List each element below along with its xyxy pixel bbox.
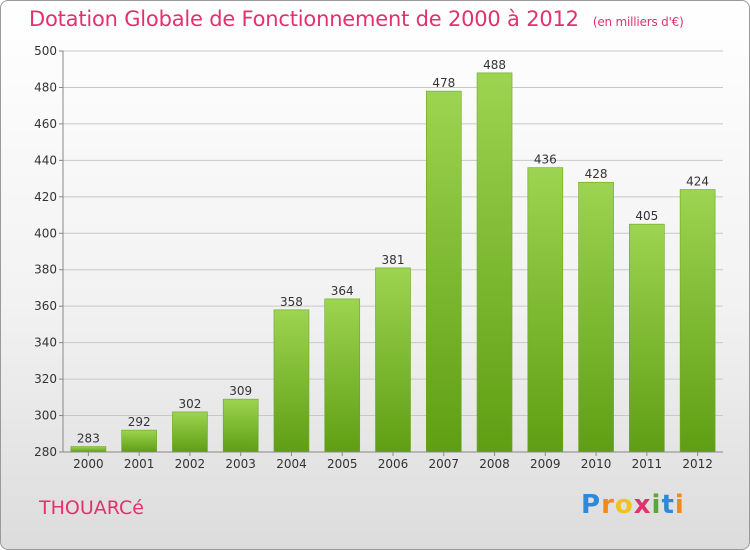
logo-letter: i — [674, 490, 685, 520]
bar — [172, 411, 208, 453]
chart-title-text: Dotation Globale de Fonctionnement de 20… — [29, 7, 579, 31]
bar — [273, 309, 310, 453]
y-tick-label: 380 — [34, 263, 57, 277]
logo-letter: P — [581, 490, 602, 520]
x-tick-label: 2001 — [124, 457, 155, 471]
y-tick-label: 340 — [34, 336, 57, 350]
bar — [70, 446, 107, 453]
bar-value-label: 309 — [229, 384, 252, 398]
bars: 283 292 302 309 358 364 381 478 488 436 428 405 424 — [70, 58, 716, 453]
logo-letter: i — [651, 490, 662, 520]
bar — [222, 398, 259, 453]
bar-value-label: 381 — [382, 253, 405, 267]
bar — [629, 223, 665, 453]
bar — [425, 90, 462, 453]
x-tick-label: 2011 — [632, 457, 663, 471]
y-axis-ticks: 280 300 320 340 360 380 400 420 440 460 480 500 — [34, 44, 63, 459]
logo-letter: x — [633, 490, 652, 520]
x-tick-label: 2008 — [479, 457, 510, 471]
x-tick-label: 2010 — [581, 457, 612, 471]
proxiti-logo[interactable]: Proxiti — [581, 490, 685, 520]
y-tick-label: 420 — [34, 190, 57, 204]
x-axis-ticks: 2000 2001 2002 2003 2004 2005 2006 2007 2008 2009… — [73, 452, 713, 471]
x-tick-label: 2006 — [378, 457, 409, 471]
y-tick-label: 320 — [34, 372, 57, 386]
bar-value-label: 358 — [280, 295, 303, 309]
y-tick-label: 480 — [34, 80, 57, 94]
x-tick-label: 2002 — [175, 457, 206, 471]
x-tick-label: 2004 — [276, 457, 307, 471]
x-tick-label: 2007 — [428, 457, 459, 471]
bar — [375, 267, 411, 453]
bar-value-label: 478 — [432, 76, 455, 90]
bar-value-label: 428 — [585, 167, 608, 181]
x-tick-label: 2012 — [682, 457, 713, 471]
y-tick-label: 360 — [34, 299, 57, 313]
chart-title: Dotation Globale de Fonctionnement de 20… — [29, 7, 684, 31]
y-tick-label: 500 — [34, 44, 57, 58]
y-tick-label: 460 — [34, 117, 57, 131]
place-name: THOUARCé — [39, 497, 144, 519]
bar-value-label: 436 — [534, 153, 557, 167]
bar-value-label: 292 — [128, 415, 151, 429]
bar — [527, 167, 564, 453]
x-tick-label: 2005 — [327, 457, 358, 471]
y-tick-label: 280 — [34, 445, 57, 459]
y-tick-label: 440 — [34, 153, 57, 167]
y-tick-label: 300 — [34, 409, 57, 423]
logo-letter: o — [614, 490, 634, 520]
bar-value-label: 488 — [483, 58, 506, 72]
bar — [679, 189, 716, 453]
bar — [121, 429, 157, 453]
logo-letter: t — [661, 490, 675, 520]
bar — [578, 181, 614, 453]
y-tick-label: 400 — [34, 226, 57, 240]
bar-value-label: 302 — [178, 397, 201, 411]
logo-letter: r — [601, 490, 615, 520]
bar-value-label: 405 — [635, 209, 658, 223]
x-tick-label: 2003 — [225, 457, 256, 471]
bar-value-label: 424 — [686, 175, 709, 189]
bar-value-label: 364 — [331, 284, 354, 298]
bar-value-label: 283 — [77, 432, 100, 446]
bar — [476, 72, 513, 453]
x-tick-label: 2009 — [530, 457, 561, 471]
chart-subtitle: (en milliers d'€) — [592, 15, 684, 29]
x-tick-label: 2000 — [73, 457, 104, 471]
bar — [324, 298, 361, 453]
